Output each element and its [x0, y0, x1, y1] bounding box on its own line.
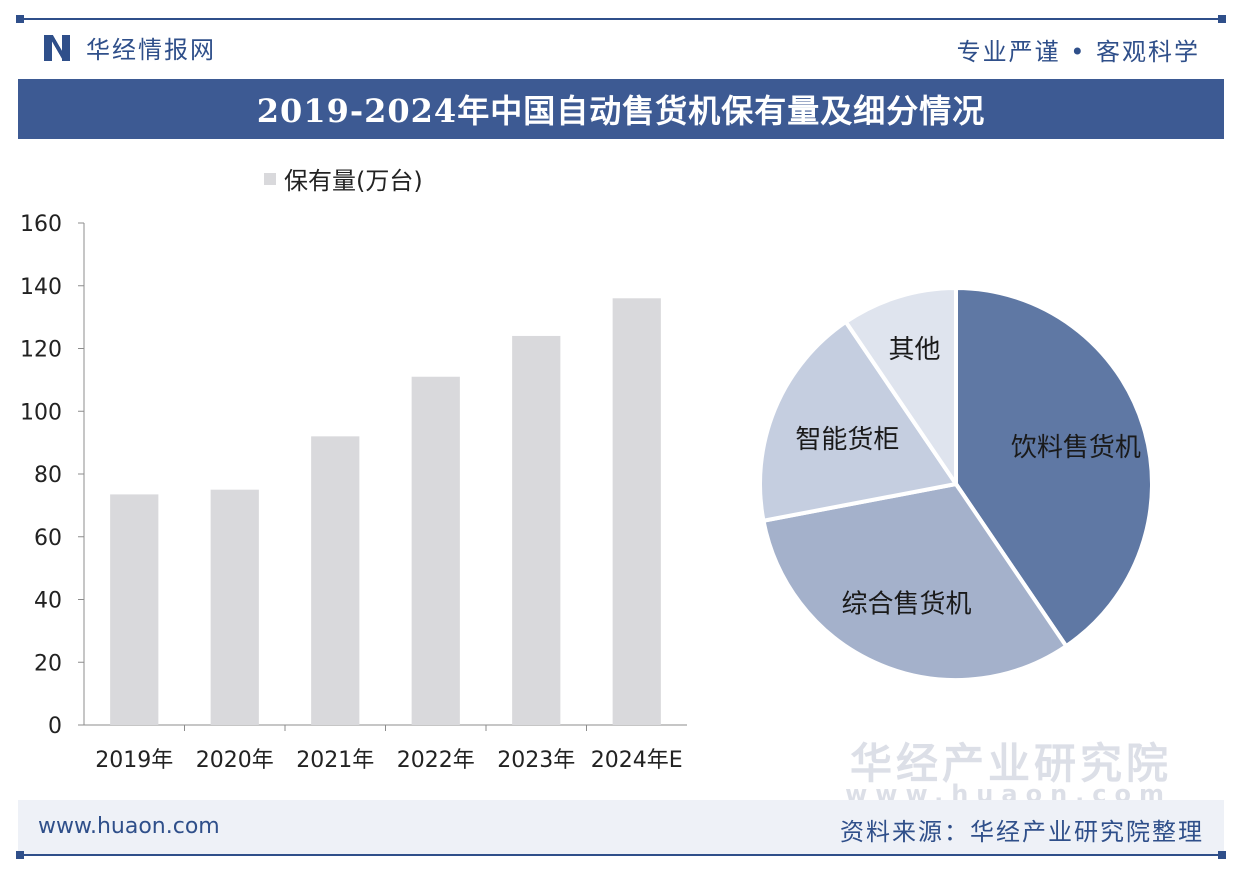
y-tick-label: 120 [20, 338, 62, 363]
legend-swatch [264, 173, 276, 185]
y-tick-label: 40 [34, 589, 62, 614]
bottom-rule [16, 851, 1226, 859]
top-rule [16, 15, 1226, 23]
pie-slice [761, 481, 1069, 682]
footer-source: 资料来源：华经产业研究院整理 [840, 818, 1204, 846]
y-tick-label: 60 [34, 526, 62, 551]
x-tick-label: 2023年 [497, 748, 575, 773]
y-tick-label: 0 [48, 714, 62, 739]
pie-slice [954, 285, 1154, 649]
bar [411, 376, 460, 725]
pie-label: 饮料售货机 [1011, 433, 1141, 463]
footer-bar [18, 800, 1224, 854]
bar [612, 298, 661, 725]
page-title: 2019-2024年中国自动售货机保有量及细分情况 [256, 92, 986, 130]
title-bar: 2019-2024年中国自动售货机保有量及细分情况 [18, 79, 1224, 139]
slogan: 专业严谨 • 客观科学 [956, 38, 1200, 66]
y-tick-label: 140 [20, 275, 62, 300]
bar [210, 489, 259, 725]
x-tick-label: 2019年 [95, 748, 173, 773]
x-tick-label: 2020年 [196, 748, 274, 773]
x-tick-label: 2021年 [296, 748, 374, 773]
brand: 华经情报网 [44, 30, 216, 65]
x-tick-label: 2022年 [397, 748, 475, 773]
pie-label: 综合售货机 [841, 590, 971, 620]
pie-slice [843, 285, 958, 491]
pie-label: 智能货柜 [795, 425, 899, 455]
bar [512, 335, 561, 725]
y-tick-label: 100 [20, 400, 62, 425]
footer-site[interactable]: www.huaon.com [38, 814, 220, 839]
bar [110, 494, 159, 725]
brand-logo-icon [44, 34, 72, 61]
y-tick-label: 80 [34, 463, 62, 488]
x-tick-label: 2024年E [591, 748, 683, 773]
y-tick-label: 20 [34, 651, 62, 676]
bar [311, 436, 360, 725]
y-tick-label: 160 [20, 212, 62, 237]
pie-slice [758, 319, 960, 524]
brand-name: 华经情报网 [86, 36, 216, 64]
legend-label: 保有量(万台) [284, 167, 423, 195]
pie-label: 其他 [888, 335, 940, 365]
